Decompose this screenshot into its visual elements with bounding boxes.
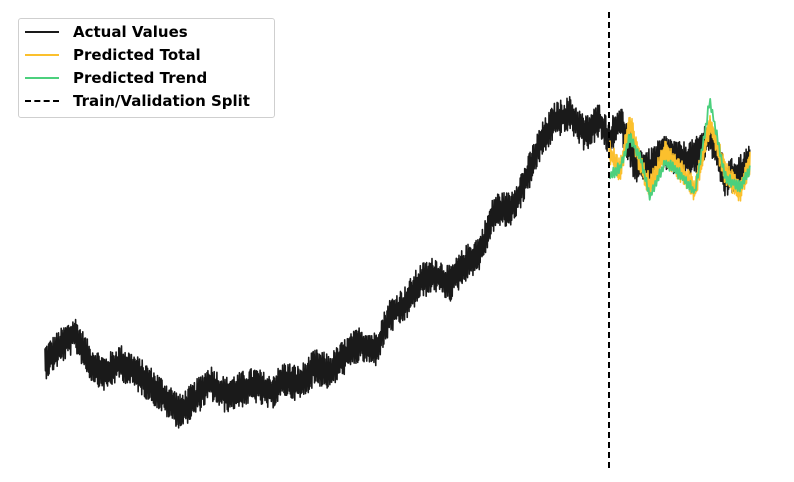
legend-item-actual: Actual Values: [25, 21, 188, 43]
legend-item-predicted-total: Predicted Total: [25, 44, 201, 66]
legend-swatch-predicted-total: [25, 54, 59, 56]
legend-swatch-split: [25, 100, 59, 102]
predicted-trend-line: [608, 97, 751, 201]
legend-label-actual: Actual Values: [73, 23, 188, 41]
legend-swatch-predicted-trend: [25, 77, 59, 79]
legend-item-split: Train/Validation Split: [25, 90, 250, 112]
legend-item-predicted-trend: Predicted Trend: [25, 67, 207, 89]
legend-label-split: Train/Validation Split: [73, 92, 250, 110]
legend-swatch-actual: [25, 31, 59, 33]
actual-values-line: [44, 96, 751, 429]
legend: Actual Values Predicted Total Predicted …: [18, 18, 275, 118]
legend-label-predicted-trend: Predicted Trend: [73, 69, 208, 87]
legend-label-predicted-total: Predicted Total: [73, 46, 201, 64]
